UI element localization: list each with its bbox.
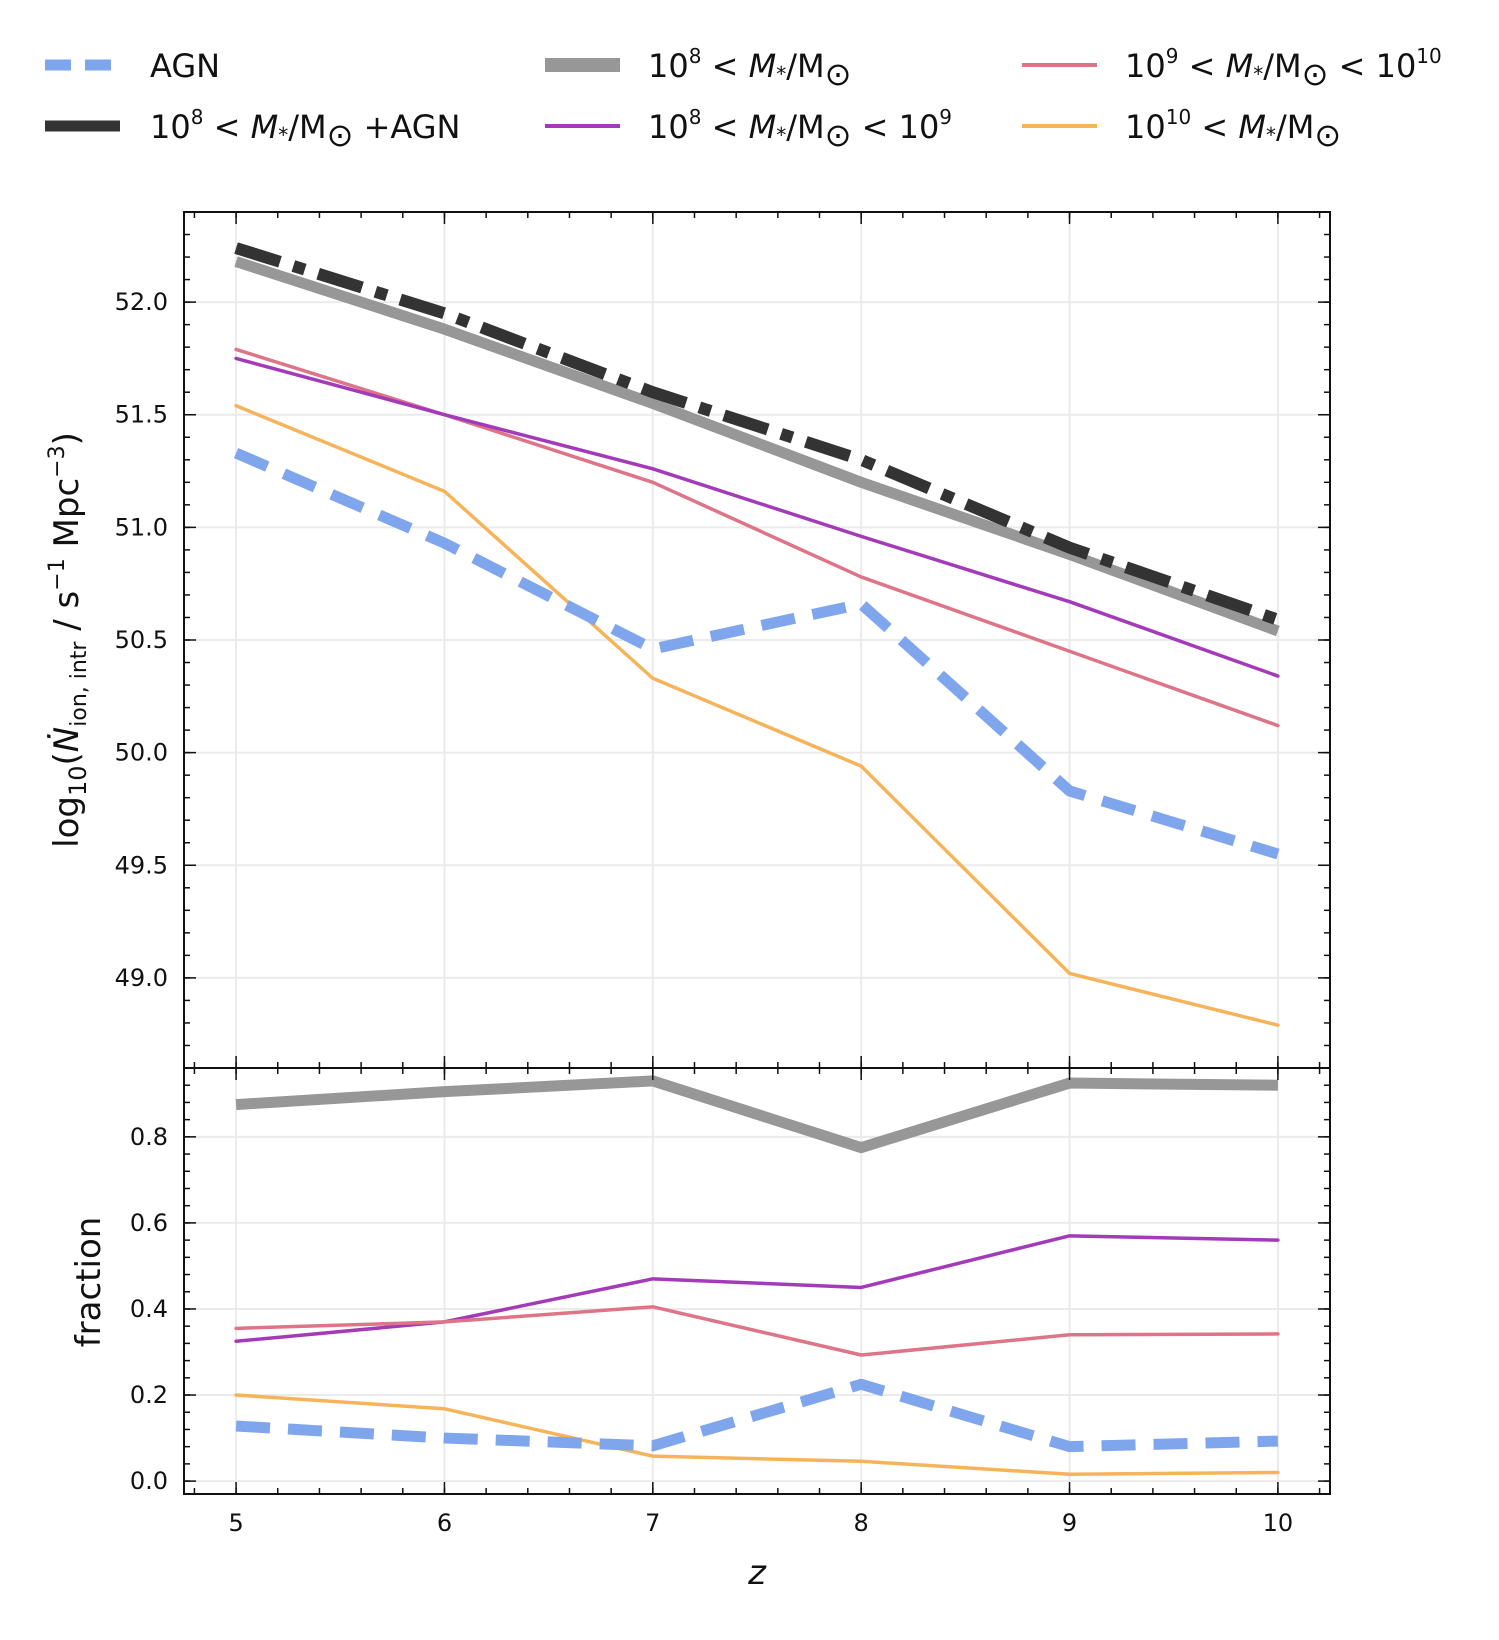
legend-label-agn: AGN xyxy=(150,47,220,85)
top-y-tick-label: 52.0 xyxy=(115,288,168,316)
bottom-y-tick-label: 0.2 xyxy=(130,1381,168,1409)
legend: AGN 108 < M*/M⊙ +AGN 108 < M*/M⊙ 108 < M… xyxy=(45,44,1442,154)
bottom-y-tick-label: 0.8 xyxy=(130,1123,168,1151)
bottom-y-tick-label: 0.6 xyxy=(130,1209,168,1237)
top-y-tick-label: 50.0 xyxy=(115,739,168,767)
bottom-y-tick-label: 0.4 xyxy=(130,1295,168,1323)
x-tick-label: 8 xyxy=(854,1509,869,1537)
legend-label-all-agn: 108 < M*/M⊙ +AGN xyxy=(150,105,460,154)
top-series-agn xyxy=(233,447,1280,860)
bottom-y-tick-label: 0.0 xyxy=(130,1467,168,1495)
bottom-series-all xyxy=(235,1075,1278,1154)
bottom-panel: 0.0 0.2 0.4 0.6 0.8 xyxy=(130,1067,1331,1495)
bottom-panel-frame xyxy=(183,1067,1331,1495)
top-series-all xyxy=(234,256,1280,637)
top-panel: 49.0 49.5 50.0 50.5 51.0 51.5 52.0 xyxy=(115,211,1331,1069)
x-tick-label: 5 xyxy=(228,1509,243,1537)
top-series-all-agn xyxy=(234,242,1280,626)
legend-label-mid: 109 < M*/M⊙ < 1010 xyxy=(1125,44,1442,93)
top-y-tick-label: 51.5 xyxy=(115,401,168,429)
bottom-series-low xyxy=(234,1234,1280,1343)
bottom-series-mid xyxy=(234,1305,1280,1357)
x-tick-label: 10 xyxy=(1263,1509,1294,1537)
x-axis-label: z xyxy=(747,1553,767,1593)
legend-label-all: 108 < M*/M⊙ xyxy=(648,44,851,93)
top-y-tick-label: 49.0 xyxy=(115,964,168,992)
bottom-series-high xyxy=(234,1393,1280,1476)
x-tick-label: 9 xyxy=(1062,1509,1077,1537)
top-series-low xyxy=(234,356,1280,678)
x-tick-labels: 5 6 7 8 9 10 xyxy=(228,1509,1293,1537)
top-series-high xyxy=(234,403,1280,1027)
top-y-tick-label: 49.5 xyxy=(115,851,168,879)
bottom-y-axis-label: fraction xyxy=(69,1217,109,1348)
top-y-tick-label: 51.0 xyxy=(115,513,168,541)
x-tick-label: 7 xyxy=(645,1509,660,1537)
x-tick-label: 6 xyxy=(437,1509,452,1537)
bottom-series-agn xyxy=(235,1378,1279,1453)
top-series-mid xyxy=(234,347,1280,728)
legend-label-low: 108 < M*/M⊙ < 109 xyxy=(648,105,952,154)
top-y-tick-label: 50.5 xyxy=(115,626,168,654)
top-y-axis-label: log10(Ṅion, intr / s−1 Mpc−3) xyxy=(45,432,92,848)
legend-label-high: 1010 < M*/M⊙ xyxy=(1125,105,1341,154)
